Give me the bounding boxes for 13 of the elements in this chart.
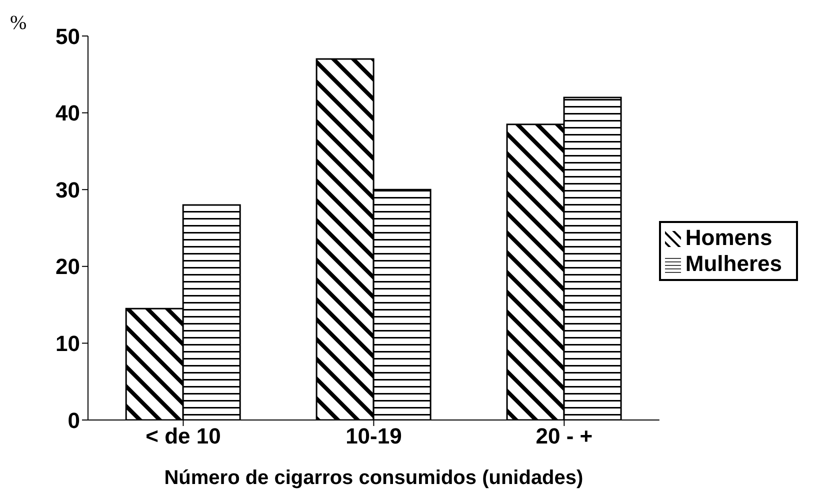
- y-tick-label: 0: [68, 408, 80, 433]
- x-tick-label: 10-19: [346, 424, 402, 449]
- y-tick-label: 20: [56, 254, 80, 280]
- y-axis-title: %: [10, 12, 27, 35]
- x-tick-label: < de 10: [146, 424, 221, 449]
- legend-label: Mulheres: [685, 251, 782, 276]
- legend-label: Homens: [685, 225, 772, 250]
- x-tick-label: 20 - +: [536, 424, 593, 449]
- x-axis-title: Número de cigarros consumidos (unidades): [164, 467, 584, 489]
- y-tick-label: 30: [56, 177, 80, 202]
- y-tick-label: 10: [56, 331, 80, 356]
- y-tick-label: 50: [56, 24, 80, 49]
- y-tick-label: 40: [56, 100, 80, 126]
